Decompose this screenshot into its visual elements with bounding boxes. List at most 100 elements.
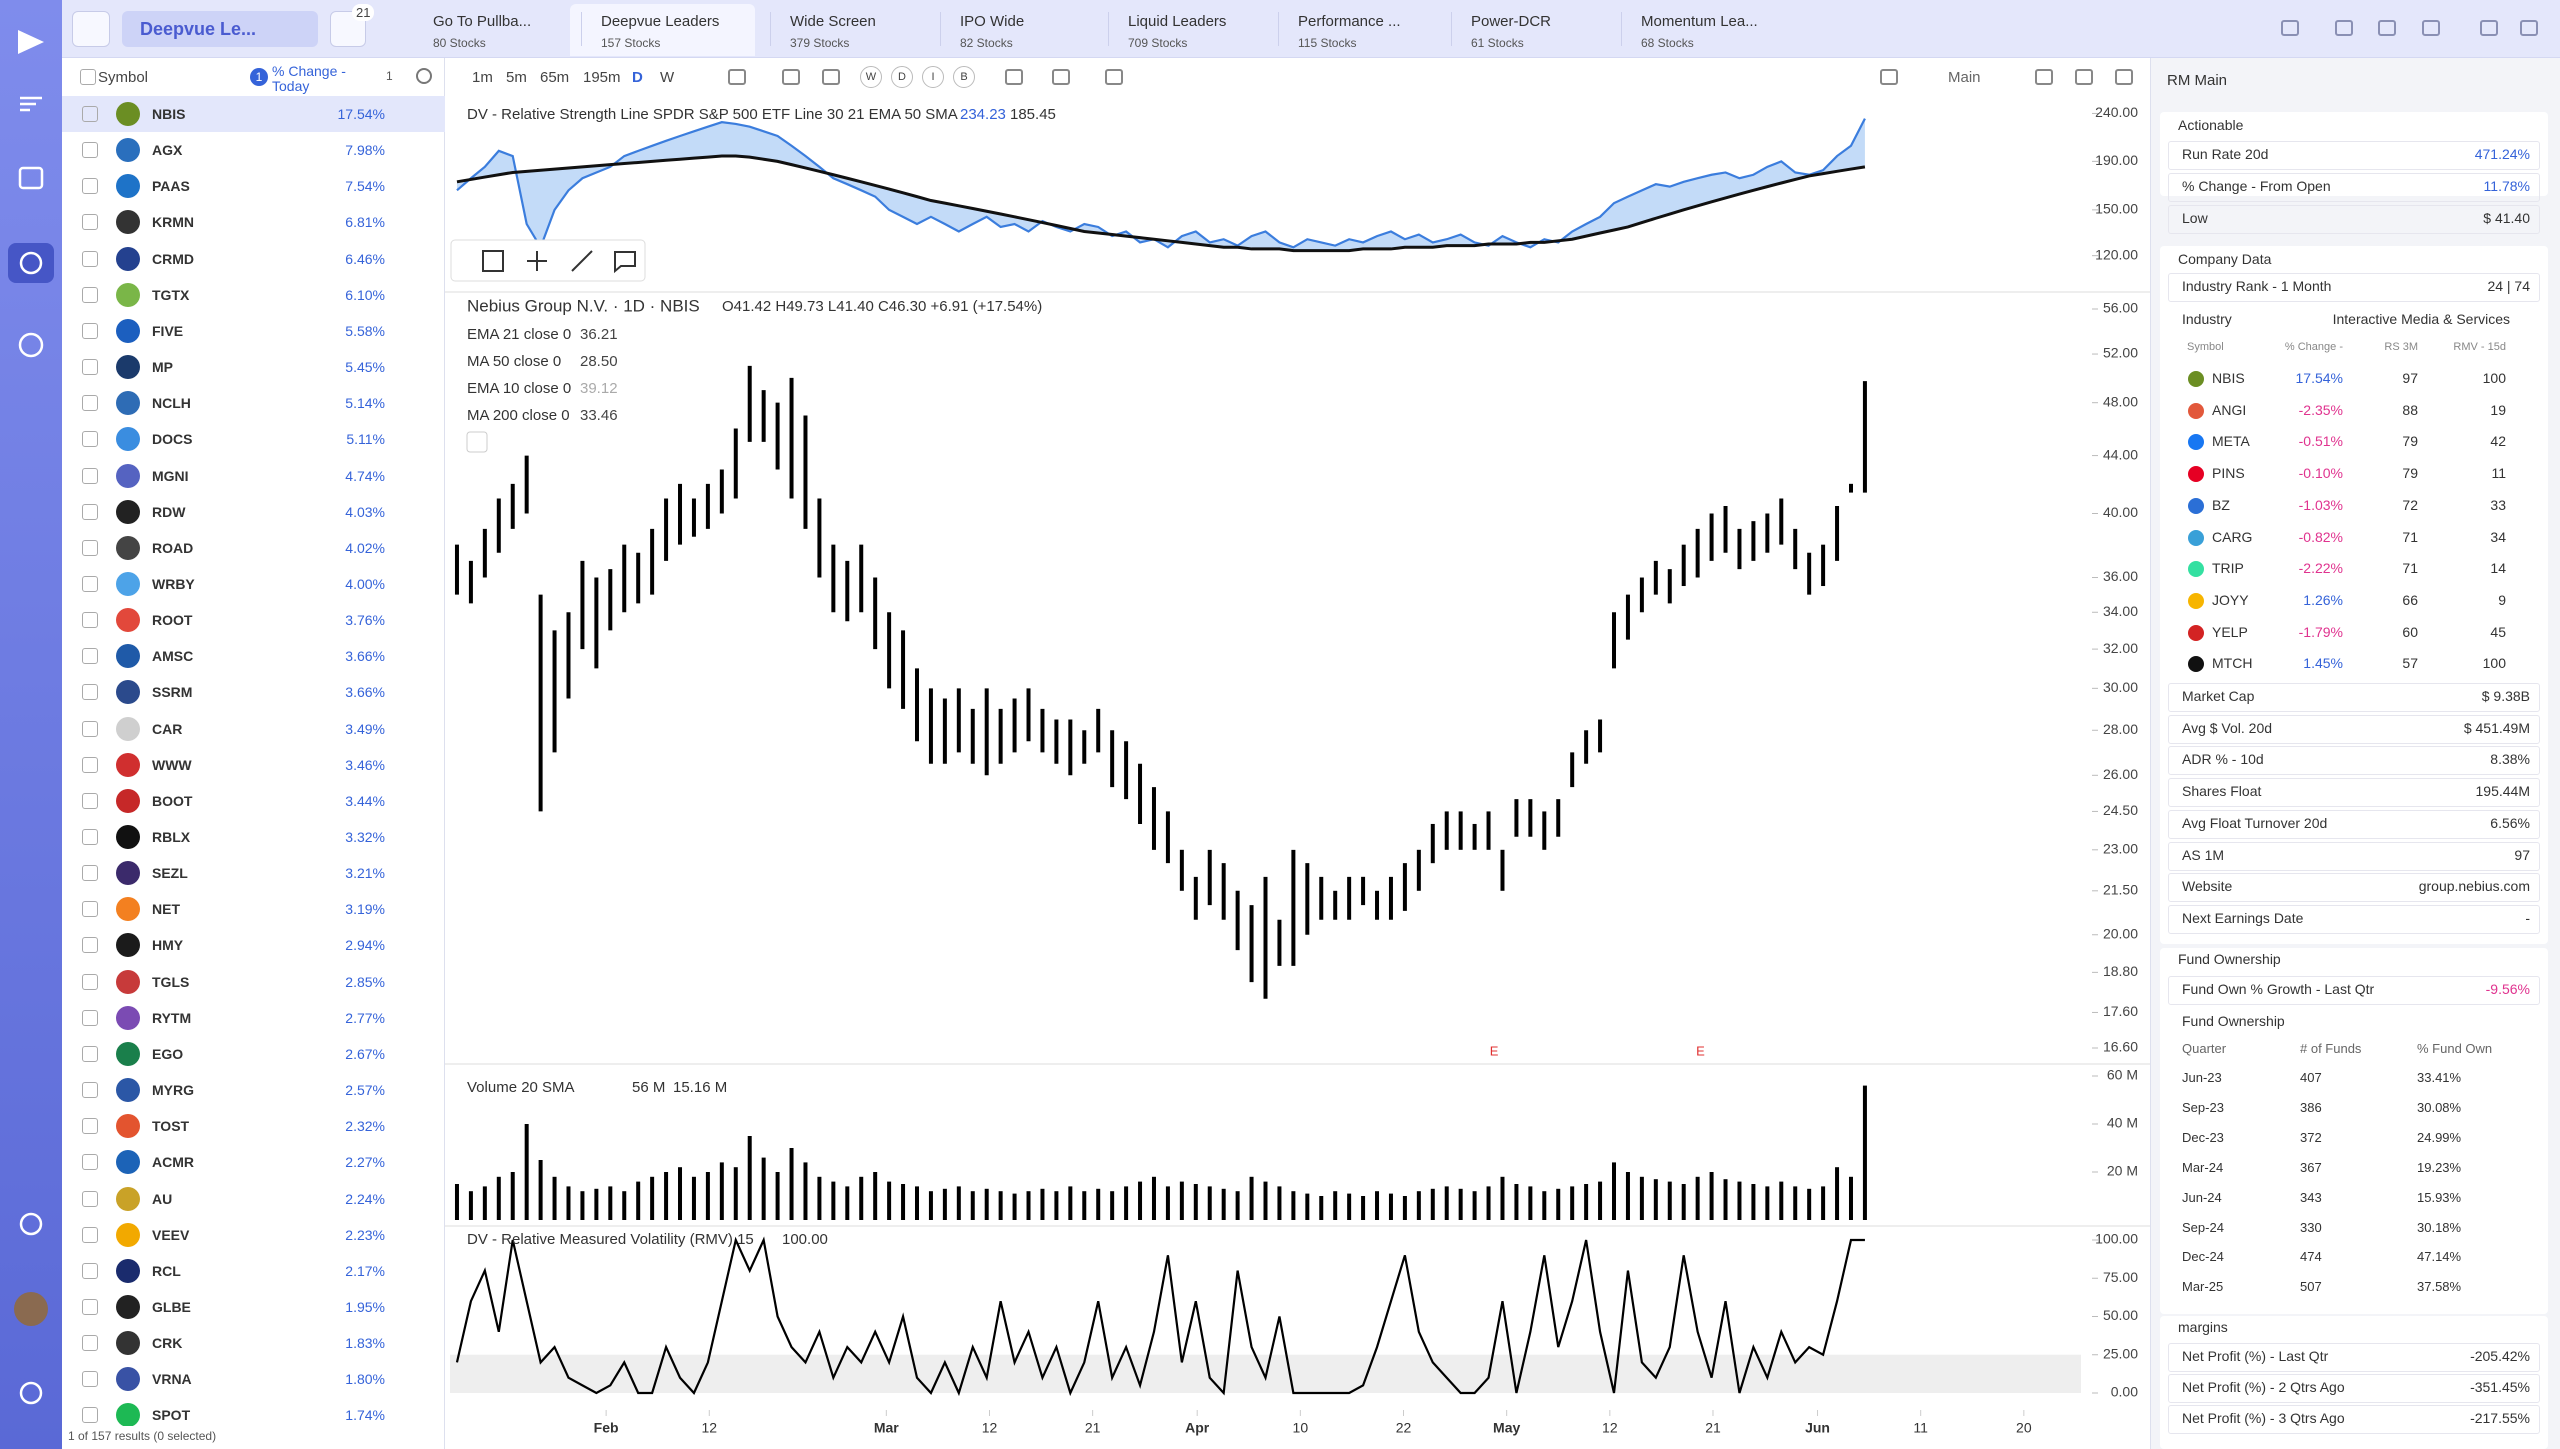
- panel-title[interactable]: RM Main: [2167, 72, 2228, 89]
- icon-help[interactable]: [19, 1381, 43, 1405]
- watchlist-row[interactable]: BOOT 3.44%: [62, 783, 445, 819]
- row-checkbox[interactable]: [82, 1298, 98, 1315]
- col-symbol[interactable]: Symbol: [98, 69, 149, 86]
- watchlist-row[interactable]: EGO 2.67%: [62, 1036, 445, 1072]
- peer-symbol[interactable]: JOYY: [2212, 591, 2249, 608]
- watchlist-row[interactable]: CRK 1.83%: [62, 1325, 445, 1361]
- row-checkbox[interactable]: [82, 1082, 98, 1099]
- row-checkbox[interactable]: [82, 829, 98, 845]
- row-checkbox[interactable]: [82, 1045, 98, 1062]
- watchlist-row[interactable]: PAAS 7.54%: [62, 168, 445, 204]
- list-dropdown[interactable]: [122, 11, 318, 47]
- peer-symbol[interactable]: TRIP: [2212, 560, 2244, 577]
- chart-setting[interactable]: [2115, 69, 2133, 85]
- subsection-title[interactable]: Fund Ownership: [2182, 1013, 2285, 1029]
- row-checkbox[interactable]: [82, 973, 98, 990]
- watchlist-row[interactable]: GLBE 1.95%: [62, 1289, 445, 1325]
- layout-name[interactable]: Main: [1948, 69, 1981, 86]
- icon-grid[interactable]: [18, 166, 44, 190]
- column-settings[interactable]: [416, 68, 432, 84]
- row-checkbox[interactable]: [82, 214, 98, 231]
- peer-symbol[interactable]: BZ: [2212, 496, 2230, 513]
- tool-icon[interactable]: [482, 250, 504, 272]
- watchlist-row[interactable]: NBIS 17.54%: [62, 96, 445, 132]
- toolbar-icon[interactable]: [2520, 20, 2538, 36]
- watchlist-row[interactable]: RDW 4.03%: [62, 494, 445, 530]
- watchlist-row[interactable]: FIVE 5.58%: [62, 313, 445, 349]
- row-checkbox[interactable]: [82, 250, 98, 267]
- tab-name[interactable]: Liquid Leaders: [1128, 13, 1227, 30]
- tab-name[interactable]: Momentum Lea...: [1641, 13, 1758, 30]
- active-nav[interactable]: [8, 243, 54, 283]
- watchlist-row[interactable]: SEZL 3.21%: [62, 855, 445, 891]
- interval[interactable]: 1m: [472, 69, 493, 86]
- row-checkbox[interactable]: [82, 1371, 98, 1388]
- watchlist-row[interactable]: AMSC 3.66%: [62, 638, 445, 674]
- watchlist-row[interactable]: SPOT 1.74%: [62, 1397, 445, 1426]
- row-checkbox[interactable]: [82, 756, 98, 773]
- toolbar-icon[interactable]: [2422, 20, 2440, 36]
- chart-setting[interactable]: [1880, 69, 1898, 85]
- tab-count[interactable]: 379 Stocks: [790, 36, 850, 50]
- col-change[interactable]: % Change - Today: [272, 63, 346, 94]
- row-checkbox[interactable]: [82, 937, 98, 954]
- watchlist-row[interactable]: AU 2.24%: [62, 1181, 445, 1217]
- toolbar-icon[interactable]: [2335, 20, 2353, 36]
- row-checkbox[interactable]: [82, 792, 98, 809]
- row-checkbox[interactable]: [82, 901, 98, 918]
- tool-icon[interactable]: [527, 251, 547, 271]
- mode[interactable]: W: [860, 66, 882, 88]
- row-checkbox[interactable]: [82, 1009, 98, 1026]
- tab-count[interactable]: 80 Stocks: [433, 36, 486, 50]
- chart-tool[interactable]: [782, 69, 800, 85]
- row-checkbox[interactable]: [82, 178, 98, 195]
- search-button[interactable]: [72, 11, 110, 47]
- tab-name[interactable]: Wide Screen: [790, 13, 876, 30]
- peer-symbol[interactable]: ANGI: [2212, 401, 2247, 418]
- chart-setting[interactable]: [2075, 69, 2093, 85]
- avatar[interactable]: [14, 1292, 48, 1326]
- row-checkbox[interactable]: [82, 539, 98, 556]
- chart-tool[interactable]: [822, 69, 840, 85]
- chart-tool[interactable]: [1105, 69, 1123, 85]
- row-checkbox[interactable]: [82, 322, 98, 339]
- mode[interactable]: I: [922, 66, 944, 88]
- watchlist-row[interactable]: WRBY 4.00%: [62, 566, 445, 602]
- watchlist-row[interactable]: AGX 7.98%: [62, 132, 445, 168]
- row-checkbox[interactable]: [82, 467, 98, 484]
- watchlist-row[interactable]: NCLH 5.14%: [62, 385, 445, 421]
- select-all[interactable]: [80, 69, 96, 85]
- row-checkbox[interactable]: [82, 612, 98, 629]
- row-checkbox[interactable]: [82, 865, 98, 882]
- interval[interactable]: 195m: [583, 69, 621, 86]
- watchlist-row[interactable]: VRNA 1.80%: [62, 1361, 445, 1397]
- tab-name[interactable]: Power-DCR: [1471, 13, 1552, 30]
- watchlist-row[interactable]: TOST 2.32%: [62, 1108, 445, 1144]
- peer-symbol[interactable]: NBIS: [2212, 370, 2245, 386]
- row-checkbox[interactable]: [82, 575, 98, 592]
- watchlist-row[interactable]: CRMD 6.46%: [62, 241, 445, 277]
- row-checkbox[interactable]: [82, 648, 98, 665]
- watchlist-row[interactable]: ROAD 4.02%: [62, 530, 445, 566]
- toolbar-icon[interactable]: [2378, 20, 2396, 36]
- row-checkbox[interactable]: [82, 106, 98, 122]
- watchlist-row[interactable]: ROOT 3.76%: [62, 602, 445, 638]
- watchlist-row[interactable]: MP 5.45%: [62, 349, 445, 385]
- tool-icon[interactable]: [571, 250, 593, 272]
- peer-symbol[interactable]: MTCH: [2212, 655, 2253, 672]
- mode[interactable]: D: [891, 66, 913, 88]
- interval[interactable]: 65m: [540, 69, 570, 86]
- watchlist-row[interactable]: RBLX 3.32%: [62, 819, 445, 855]
- watchlist-row[interactable]: CAR 3.49%: [62, 711, 445, 747]
- peer-symbol[interactable]: CARG: [2212, 528, 2253, 545]
- toolbar-icon[interactable]: [2281, 20, 2299, 36]
- row-checkbox[interactable]: [82, 1407, 98, 1424]
- watchlist-row[interactable]: NET 3.19%: [62, 891, 445, 927]
- interval[interactable]: W: [660, 69, 675, 86]
- watchlist-row[interactable]: MGNI 4.74%: [62, 458, 445, 494]
- tab-count[interactable]: 157 Stocks: [601, 36, 661, 50]
- peer-symbol[interactable]: YELP: [2212, 623, 2248, 640]
- chart-tool[interactable]: [1005, 69, 1023, 85]
- tab-name[interactable]: Performance ...: [1298, 13, 1401, 30]
- row-checkbox[interactable]: [82, 431, 98, 448]
